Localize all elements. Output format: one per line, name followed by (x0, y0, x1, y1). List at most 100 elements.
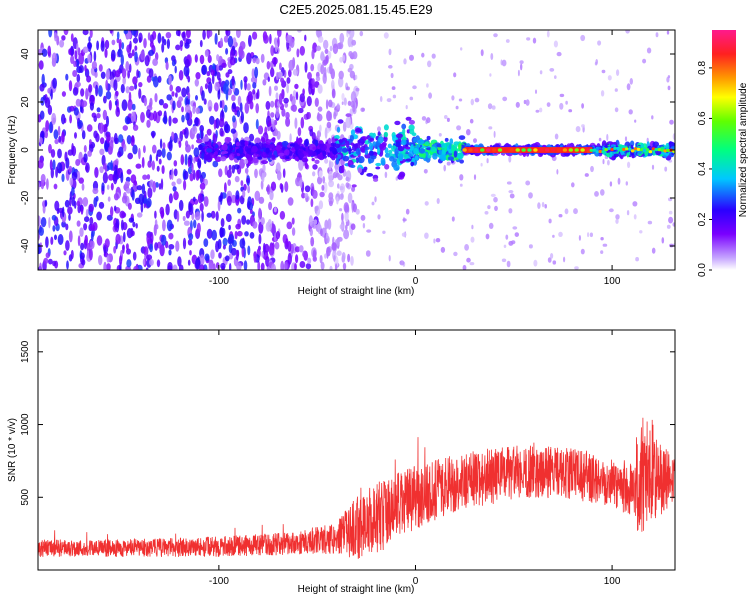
spectrogram-cell (91, 61, 97, 70)
spectrogram-cell (104, 162, 108, 175)
spectrogram-cell (666, 224, 671, 229)
spectrogram-cell (123, 30, 128, 35)
spectrogram-cell (229, 144, 233, 152)
spectrogram-cell (493, 33, 498, 38)
spectrogram-cell (195, 72, 201, 80)
spectrogram-cell (352, 51, 358, 60)
spectrogram-cell (666, 76, 670, 83)
spectrogram-cell (73, 107, 79, 116)
spectrogram-cell (166, 219, 173, 232)
spectrogram-cell (179, 40, 184, 48)
spectrogram-cell (145, 267, 149, 270)
spectrogram-cell (99, 166, 104, 174)
spectrogram-cell (254, 190, 261, 201)
spectrogram-cell (601, 69, 606, 74)
spectrogram-cell (175, 92, 178, 98)
spectrogram-cell (246, 177, 250, 184)
spectrogram-cell (306, 96, 312, 107)
spectrogram-cell (651, 164, 655, 170)
spectrogram-cell (242, 189, 246, 198)
spectrogram-cell (178, 70, 184, 81)
spectrogram-cell (345, 182, 350, 188)
spectrogram-cell (312, 171, 316, 177)
spectrogram-cell (243, 260, 248, 270)
spectrogram-cell (156, 165, 160, 172)
spectrogram-cell (494, 205, 498, 211)
spectrogram-cell (528, 192, 533, 199)
spectrogram-cell (86, 124, 93, 132)
spectrogram-cell (196, 222, 201, 234)
spectrogram-cell (515, 148, 520, 152)
spectrogram-cell (63, 30, 69, 36)
spectrogram-cell (511, 240, 516, 245)
spectrogram-cell (126, 135, 132, 145)
spectrogram-cell (221, 151, 226, 155)
spectrogram-cell (459, 159, 464, 164)
spectrogram-cell (165, 203, 170, 216)
spectrogram-cell (189, 250, 192, 256)
spectrogram-cell (68, 165, 73, 173)
spectrogram-cell (629, 78, 633, 85)
spectrogram-cell (613, 146, 617, 150)
spectrogram-cell (594, 191, 599, 197)
spectrogram-cell (92, 187, 99, 195)
spectrogram-cell (633, 147, 638, 151)
spectrogram-cell (311, 132, 316, 141)
spectrogram-cell (270, 45, 275, 57)
spectrogram-cell (384, 147, 389, 154)
spectrogram-cell (203, 152, 211, 160)
spectrogram-cell (113, 132, 118, 145)
spectrogram-cell (51, 214, 57, 221)
spectrogram-cell (195, 170, 200, 181)
spectrogram-cell (41, 48, 48, 57)
spectrogram-cell (346, 30, 352, 34)
spectrogram-cell (88, 84, 93, 93)
spectrogram-cell (89, 216, 94, 226)
spectrogram-cell (541, 201, 545, 208)
spectrogram-cell (168, 193, 173, 204)
snr-y-tick-label: 1000 (20, 413, 31, 436)
spectrogram-cell (632, 201, 638, 207)
spectrogram-cell (110, 206, 114, 217)
spectrogram-cell (124, 180, 130, 187)
spectrogram-cell (48, 217, 51, 229)
spectrogram-cell (394, 120, 401, 126)
spectrogram-cell (232, 115, 236, 123)
spectrogram-cell (331, 242, 337, 251)
spectrogram-cell (193, 147, 200, 158)
spectrogram-cell (131, 135, 135, 143)
spectrogram-cell (639, 148, 644, 152)
spectrogram-cell (333, 112, 337, 120)
spectrogram-cell (262, 242, 266, 255)
spectrogram-cell (343, 97, 347, 106)
spectrogram-cell (217, 239, 222, 250)
spectrogram-cell (76, 73, 81, 83)
spectrogram-cell (458, 98, 463, 102)
spectrogram-cell (143, 246, 149, 257)
spectrogram-cell (619, 148, 623, 152)
spectrogram-cell (287, 252, 292, 265)
spectrogram-cell (598, 149, 603, 154)
spectrogram-cell (546, 102, 551, 107)
spectrogram-cell (607, 146, 611, 150)
spectrogram-cell (218, 168, 223, 178)
spectrogram-cell (171, 55, 176, 62)
spectrogram-cell (143, 38, 147, 49)
spectrogram-cell (508, 155, 512, 163)
spectrogram-cell (252, 82, 257, 89)
spectrogram-cell (138, 193, 145, 205)
spectrogram-cell (667, 85, 671, 91)
spectrogram-cell (174, 65, 177, 74)
spectrogram-cell (361, 168, 367, 173)
spectrogram-cell (143, 145, 146, 154)
spectrogram-cell (350, 164, 356, 168)
spectrogram-cell (89, 239, 95, 250)
spectrogram-cell (230, 128, 237, 134)
spectrogram-cell (505, 234, 509, 240)
spectrogram-cell (87, 150, 92, 157)
spectrogram-cell (308, 83, 312, 95)
spectrogram-cell (111, 39, 116, 46)
spectrogram-cell (188, 233, 194, 241)
spectrogram-cell (85, 164, 89, 172)
